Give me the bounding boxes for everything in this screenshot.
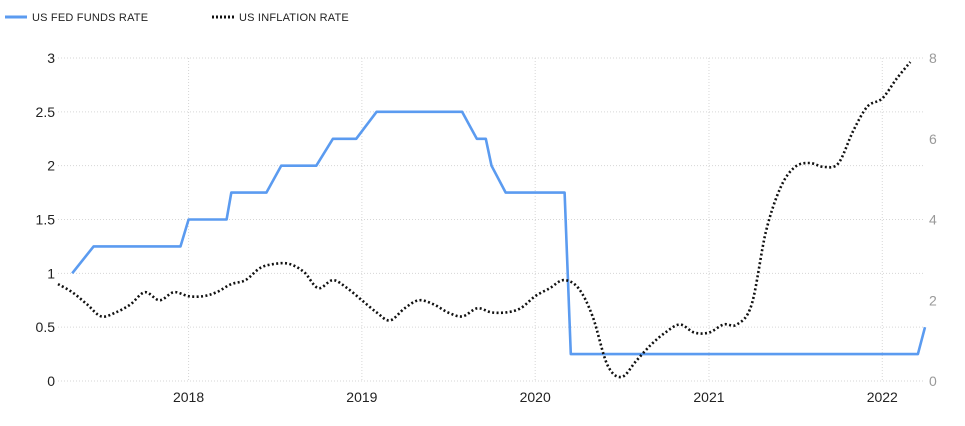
legend: US FED FUNDS RATE US INFLATION RATE xyxy=(5,12,349,24)
y-right-tick-label: 6 xyxy=(929,131,937,147)
x-tick-label: 2021 xyxy=(693,389,724,405)
y-right-tick-label: 8 xyxy=(929,50,937,66)
legend-label-inflation: US INFLATION RATE xyxy=(239,12,349,24)
series-line-inflation-rate xyxy=(57,61,912,379)
y-axis-right: 0 2 4 6 8 xyxy=(929,50,937,389)
y-left-tick-label: 2.5 xyxy=(36,104,56,120)
y-left-tick-label: 3 xyxy=(47,50,55,66)
x-axis: 2018 2019 2020 2021 2022 xyxy=(173,389,898,405)
y-right-tick-label: 4 xyxy=(929,212,937,228)
y-right-tick-label: 0 xyxy=(929,373,937,389)
x-tick-label: 2022 xyxy=(867,389,898,405)
y-left-tick-label: 0.5 xyxy=(36,319,56,335)
plot-area xyxy=(57,61,927,379)
y-axis-left: 0 0.5 1 1.5 2 2.5 3 xyxy=(36,50,56,389)
y-left-tick-label: 1 xyxy=(47,265,55,281)
y-left-tick-label: 1.5 xyxy=(36,212,56,228)
x-tick-label: 2018 xyxy=(173,389,204,405)
series-line-fed-funds-rate xyxy=(71,110,927,356)
x-tick-label: 2019 xyxy=(346,389,377,405)
legend-label-fed-funds: US FED FUNDS RATE xyxy=(32,12,148,24)
y-left-tick-label: 2 xyxy=(47,158,55,174)
y-left-tick-label: 0 xyxy=(47,373,55,389)
y-right-tick-label: 2 xyxy=(929,292,937,308)
x-tick-label: 2020 xyxy=(520,389,551,405)
